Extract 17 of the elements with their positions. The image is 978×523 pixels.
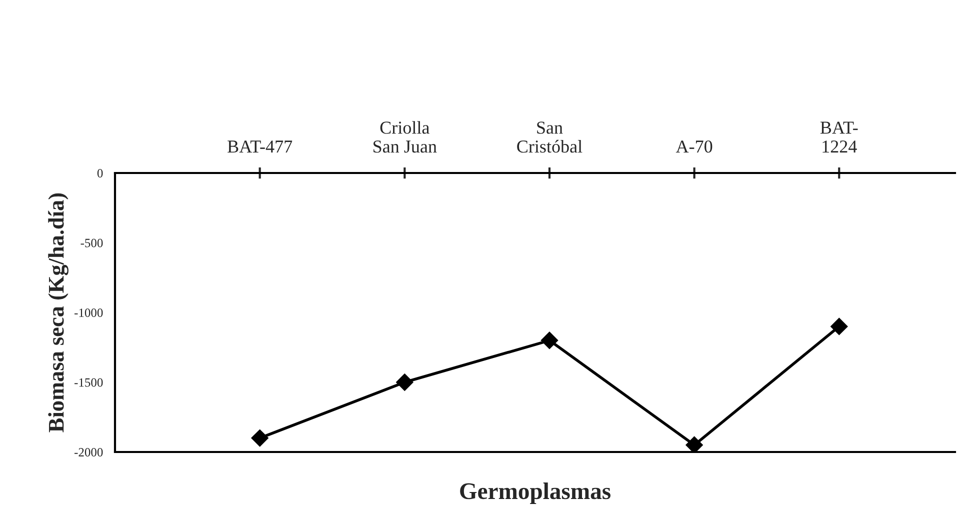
y-tick-label: -2000 <box>74 448 103 456</box>
point <box>396 374 414 391</box>
y-tick-label: -1000 <box>74 308 103 317</box>
point <box>830 318 848 335</box>
x-tick-label: San Cristóbal <box>517 122 582 153</box>
point <box>540 332 558 349</box>
x-tick-label: BAT- 1224 <box>820 122 858 152</box>
x-tick-label: A-70 <box>676 140 712 153</box>
y-tick-label: -500 <box>80 238 103 248</box>
point <box>251 430 268 447</box>
y-tick-label: -1500 <box>74 378 103 387</box>
y-tick-label: 0 <box>97 169 103 178</box>
point <box>686 436 703 452</box>
y-axis-title: Biomasa seca (Kg/ha.día) <box>48 193 68 432</box>
x-tick-label: Criolla San Juan <box>374 121 437 153</box>
x-axis-title: Germoplasmas <box>460 482 610 504</box>
x-tick-label: BAT-477 <box>228 140 292 153</box>
